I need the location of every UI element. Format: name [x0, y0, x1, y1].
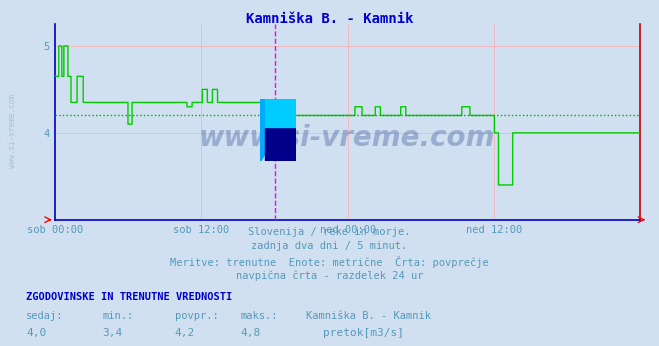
Text: Kamniška B. - Kamnik: Kamniška B. - Kamnik — [246, 12, 413, 26]
Text: sedaj:: sedaj: — [26, 311, 64, 321]
Polygon shape — [260, 99, 296, 161]
Text: 3,4: 3,4 — [102, 328, 123, 338]
Polygon shape — [265, 127, 296, 161]
Text: zadnja dva dni / 5 minut.: zadnja dva dni / 5 minut. — [251, 241, 408, 251]
Text: 4,8: 4,8 — [241, 328, 261, 338]
Text: navpična črta - razdelek 24 ur: navpična črta - razdelek 24 ur — [236, 270, 423, 281]
Text: Slovenija / reke in morje.: Slovenija / reke in morje. — [248, 227, 411, 237]
Polygon shape — [265, 99, 296, 127]
Text: www.si-vreme.com: www.si-vreme.com — [8, 94, 17, 169]
Text: 4,2: 4,2 — [175, 328, 195, 338]
Text: Meritve: trenutne  Enote: metrične  Črta: povprečje: Meritve: trenutne Enote: metrične Črta: … — [170, 256, 489, 268]
Text: 4,0: 4,0 — [26, 328, 47, 338]
Text: www.si-vreme.com: www.si-vreme.com — [199, 124, 496, 152]
Text: maks.:: maks.: — [241, 311, 278, 321]
Text: Kamniška B. - Kamnik: Kamniška B. - Kamnik — [306, 311, 432, 321]
Text: ZGODOVINSKE IN TRENUTNE VREDNOSTI: ZGODOVINSKE IN TRENUTNE VREDNOSTI — [26, 292, 233, 302]
Text: pretok[m3/s]: pretok[m3/s] — [323, 328, 404, 338]
Text: povpr.:: povpr.: — [175, 311, 218, 321]
Polygon shape — [260, 99, 296, 161]
Text: min.:: min.: — [102, 311, 133, 321]
